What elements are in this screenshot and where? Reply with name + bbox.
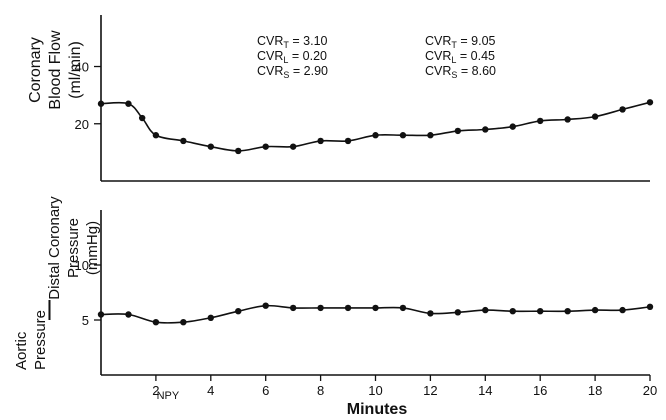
top-y-label-line-2: Blood Flow	[47, 30, 64, 110]
bottom-data-point	[454, 309, 462, 316]
top-data-point	[344, 137, 352, 145]
bottom-data-point	[427, 310, 434, 317]
top-data-point	[482, 126, 489, 133]
top-y-label-line-3: (ml/min)	[67, 41, 84, 99]
bottom-data-point	[97, 311, 105, 318]
bottom-x-tick-label: 16	[533, 383, 547, 398]
distal-label-line-3: (mmHg)	[84, 221, 101, 275]
bottom-y-label-right: Distal Coronary Pressure (mmHg)	[46, 196, 101, 300]
bottom-y-label-dash: —	[38, 300, 60, 320]
bottom-data-point	[591, 306, 599, 314]
bottom-x-tick-label: 18	[588, 383, 602, 398]
bottom-x-tick-label: 8	[317, 383, 324, 398]
cvr-left-row-2: CVRL = 0.20	[257, 49, 327, 65]
bottom-data-point	[262, 302, 269, 309]
bottom-x-tick-label: 6	[262, 383, 269, 398]
top-data-point	[619, 106, 626, 113]
bottom-data-point	[235, 308, 242, 315]
top-data-point	[138, 114, 146, 122]
bottom-x-tick-label: 14	[478, 383, 492, 398]
distal-label-line-2: Pressure	[65, 218, 82, 278]
top-data-point	[399, 132, 407, 139]
npy-marker-label: NPY	[157, 390, 180, 402]
bottom-data-point	[344, 304, 352, 312]
top-data-point	[262, 143, 269, 150]
top-y-label: Coronary Blood Flow (ml/min)	[27, 30, 84, 110]
top-data-point	[509, 123, 516, 130]
top-data-point	[97, 100, 105, 107]
top-data-point	[564, 116, 571, 123]
bottom-series	[97, 302, 654, 326]
bottom-data-point	[207, 314, 214, 321]
bottom-data-point	[537, 308, 544, 315]
top-data-point	[152, 132, 160, 139]
bottom-x-tick-label: 2	[152, 383, 159, 398]
cvr-left-row-1: CVRT = 3.10	[257, 34, 328, 50]
bottom-data-point	[372, 304, 379, 312]
top-data-point	[591, 113, 599, 120]
cvr-annotation-left: CVRT = 3.10 CVRL = 0.20 CVRS = 2.90	[257, 34, 328, 80]
top-y-tick-label: 40	[75, 60, 89, 75]
top-data-point	[454, 127, 462, 135]
bottom-x-tick-label: 12	[423, 383, 437, 398]
bottom-data-point	[509, 308, 516, 315]
bottom-data-point	[619, 306, 626, 314]
bottom-data-point	[180, 319, 187, 326]
bottom-data-point	[564, 308, 571, 315]
bottom-data-point	[482, 306, 489, 314]
top-series-line	[100, 101, 651, 152]
top-data-point	[646, 99, 654, 106]
bottom-x-ticks: 2 4 6 8 10 12 14 16 18 20	[152, 375, 657, 398]
bottom-x-tick-label: 20	[643, 383, 657, 398]
pressure-label-dash: —	[38, 300, 60, 320]
cvr-right-row-3: CVRS = 8.60	[425, 64, 496, 80]
top-y-label-line-1: Coronary	[27, 37, 44, 103]
top-data-point	[427, 132, 434, 139]
aortic-label-line-2: Pressure	[32, 310, 49, 370]
bottom-x-tick-label: 10	[368, 383, 382, 398]
top-series	[97, 99, 654, 155]
top-data-point	[207, 143, 214, 150]
bottom-data-point	[646, 303, 654, 310]
x-axis-title: Minutes	[347, 401, 408, 418]
bottom-y-label-left: Aortic Pressure	[13, 310, 49, 370]
bottom-y-tick-label: 5	[82, 313, 89, 328]
bottom-y-tick-label: 10	[75, 258, 89, 273]
cvr-annotation-right: CVRT = 9.05 CVRL = 0.45 CVRS = 8.60	[425, 34, 496, 80]
cvr-right-row-1: CVRT = 9.05	[425, 34, 496, 50]
bottom-x-tick-label: 4	[207, 383, 214, 398]
bottom-chart: 5 10 2 4 6 8 10 12 14 16 18 20 Aortic Pressure — D…	[13, 196, 657, 418]
cvr-left-row-3: CVRS = 2.90	[257, 64, 328, 80]
aortic-label-line-1: Aortic	[13, 331, 30, 370]
top-data-point	[317, 137, 324, 145]
bottom-y-ticks: 5 10	[75, 258, 101, 328]
top-data-point	[125, 100, 132, 107]
bottom-data-point	[317, 304, 324, 312]
top-data-point	[289, 143, 297, 150]
bottom-data-point	[152, 319, 160, 326]
bottom-data-point	[125, 311, 132, 318]
top-data-point	[537, 117, 544, 125]
bottom-data-point	[399, 304, 407, 312]
top-data-point	[372, 132, 379, 139]
top-data-point	[180, 137, 187, 145]
bottom-data-point	[289, 304, 297, 312]
cvr-right-row-2: CVRL = 0.45	[425, 49, 495, 65]
top-y-tick-label: 20	[75, 117, 89, 132]
distal-label-line-1: Distal Coronary	[46, 196, 63, 300]
top-data-point	[235, 147, 242, 155]
